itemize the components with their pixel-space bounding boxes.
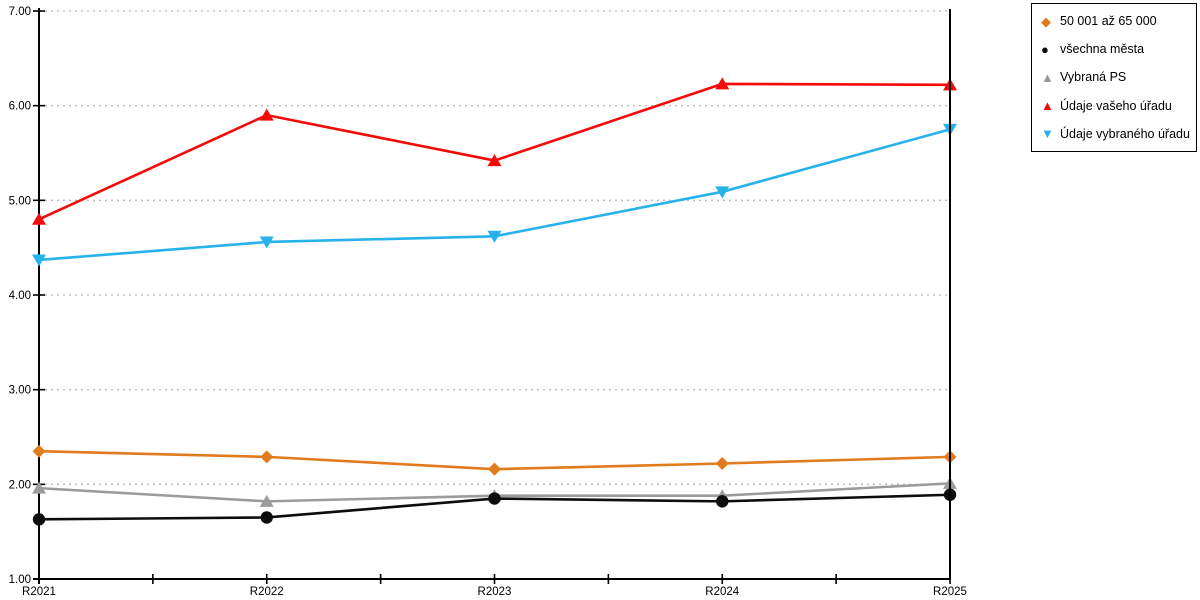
series-marker-triangle-down-icon <box>715 186 730 199</box>
legend-item-label: Vybraná PS <box>1060 70 1127 85</box>
y-tick-label: 7.00 <box>9 6 31 18</box>
series-marker-triangle-down-icon <box>32 254 46 267</box>
series-marker-diamond-icon <box>488 462 501 476</box>
y-tick-label: 3.00 <box>9 385 31 397</box>
legend-item: ▲ Vybraná PS <box>1032 70 1196 84</box>
series-marker-diamond-icon <box>32 444 46 458</box>
series-marker-triangle-up-icon <box>259 108 274 121</box>
legend-marker-triangle-down-icon: ▼ <box>1041 126 1054 142</box>
legend-item-label: všechna města <box>1060 42 1145 57</box>
legend-item: ▼ Údaje vybraného úřadu <box>1032 127 1196 141</box>
series-marker-circle-icon <box>260 511 273 524</box>
series-marker-triangle-up-icon <box>32 481 46 494</box>
series-line <box>38 82 951 221</box>
legend-marker-circle-icon: ● <box>1041 41 1049 57</box>
series-marker-triangle-down-icon <box>259 236 274 249</box>
series-marker-circle-icon <box>32 513 46 526</box>
series-marker-triangle-down-icon <box>487 230 502 243</box>
x-tick-label: R2024 <box>705 586 739 598</box>
x-tick-label: R2025 <box>933 586 967 598</box>
legend-item-label: Údaje vybraného úřadu <box>1060 126 1190 141</box>
legend-marker-triangle-up-icon: ▲ <box>1041 98 1054 114</box>
series-marker-circle-icon <box>716 495 729 508</box>
series-marker-triangle-up-icon <box>32 212 46 225</box>
y-tick-label: 5.00 <box>9 195 31 207</box>
series-marker-circle-icon <box>488 492 501 505</box>
y-tick-label: 4.00 <box>9 290 31 302</box>
legend-marker-diamond-icon: ◆ <box>1041 13 1051 29</box>
y-tick-label: 1.00 <box>9 574 31 586</box>
legend-item: ● všechna města <box>1032 42 1196 56</box>
chart-legend: ◆ 50 001 až 65 000 ● všechna města ▲ Vybraná … <box>1031 3 1197 152</box>
series-0 <box>32 444 957 476</box>
legend-item: ◆ 50 001 až 65 000 <box>1032 14 1196 28</box>
series-marker-diamond-icon <box>260 450 274 464</box>
series-1 <box>32 488 957 526</box>
x-tick-label: R2023 <box>478 586 512 598</box>
y-tick-label: 2.00 <box>9 479 31 491</box>
legend-item-label: Údaje vašeho úřadu <box>1060 98 1172 113</box>
legend-item: ▲ Údaje vašeho úřadu <box>1032 99 1196 113</box>
series-4 <box>32 123 957 267</box>
y-tick-label: 6.00 <box>9 101 31 113</box>
legend-item-label: 50 001 až 65 000 <box>1060 14 1157 29</box>
series-marker-triangle-up-icon <box>715 77 730 90</box>
series-marker-triangle-up-icon <box>259 494 274 507</box>
series-marker-diamond-icon <box>715 457 729 471</box>
series-marker-triangle-up-icon <box>487 154 502 167</box>
x-tick-label: R2021 <box>22 586 56 598</box>
series-3 <box>32 77 957 225</box>
legend-marker-triangle-up-icon: ▲ <box>1041 69 1054 85</box>
x-tick-label: R2022 <box>250 586 284 598</box>
